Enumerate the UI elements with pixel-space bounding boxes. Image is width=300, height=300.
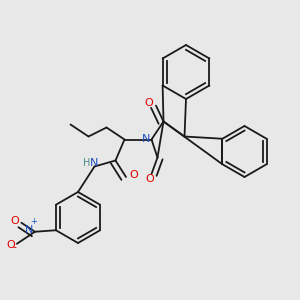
Text: N: N	[142, 134, 150, 145]
Text: H: H	[83, 158, 91, 169]
Text: O: O	[146, 174, 154, 184]
Text: -: -	[13, 242, 16, 252]
Text: +: +	[31, 217, 38, 226]
Text: N: N	[25, 225, 34, 235]
Text: O: O	[144, 98, 153, 108]
Text: O: O	[6, 240, 15, 250]
Text: O: O	[129, 169, 138, 180]
Text: O: O	[11, 216, 19, 226]
Text: N: N	[89, 158, 98, 169]
